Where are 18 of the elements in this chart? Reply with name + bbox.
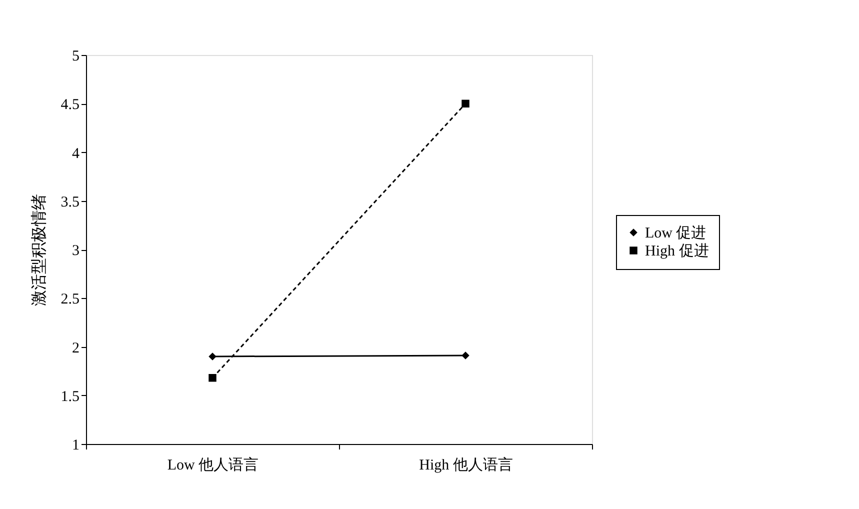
y-tick-label: 4.5 xyxy=(60,97,80,114)
point xyxy=(208,374,216,382)
legend-label: Low 促进 xyxy=(645,224,706,242)
y-tick-label: 1 xyxy=(72,438,80,454)
point xyxy=(462,100,470,108)
y-tick-label: 2.5 xyxy=(60,292,80,308)
point xyxy=(208,352,216,360)
y-tick-label: 5 xyxy=(72,48,80,64)
x-tick-label: High 他人语言 xyxy=(419,456,513,474)
y-tick-label: 2 xyxy=(72,340,80,356)
y-tick-label: 3.5 xyxy=(60,194,80,210)
legend-label: High 促进 xyxy=(645,242,709,260)
y-tick-label: 1.5 xyxy=(60,388,80,405)
y-tick-label: 3 xyxy=(72,243,80,259)
y-tick-label: 4 xyxy=(72,146,80,162)
x-tick-label: Low 他人语言 xyxy=(167,456,259,474)
point xyxy=(462,352,470,360)
y-axis-title: 激活型积极情绪 xyxy=(30,194,48,306)
